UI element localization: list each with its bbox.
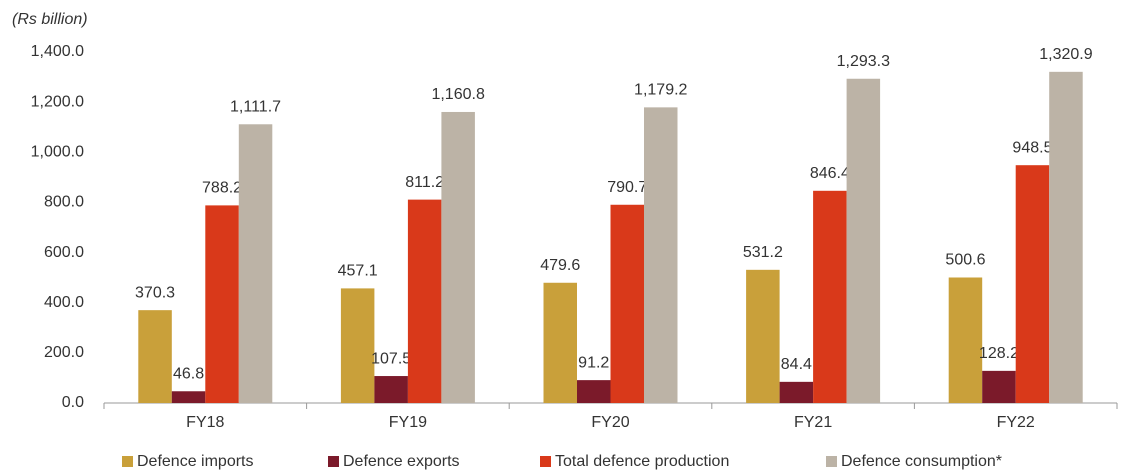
bar <box>779 381 814 403</box>
y-tick-label: 0.0 <box>62 394 84 411</box>
bar <box>340 288 375 403</box>
x-tick-label: FY20 <box>591 414 629 431</box>
data-label: 128.2 <box>979 345 1019 362</box>
data-label: 46.8 <box>173 365 204 382</box>
x-tick-label: FY21 <box>794 414 832 431</box>
legend-swatch <box>328 456 339 467</box>
data-label: 531.2 <box>743 244 783 261</box>
data-label: 1,160.8 <box>431 86 484 103</box>
legend-swatch <box>540 456 551 467</box>
bar <box>577 380 611 403</box>
bar <box>374 376 408 403</box>
x-tick-label: FY18 <box>186 414 224 431</box>
data-label: 790.7 <box>607 179 647 196</box>
data-label: 1,111.7 <box>230 98 281 115</box>
bar <box>644 107 678 403</box>
bar <box>543 282 577 403</box>
bar <box>407 199 442 403</box>
data-label: 788.2 <box>202 180 242 197</box>
data-label: 457.1 <box>338 263 378 280</box>
data-label: 948.5 <box>1012 139 1052 156</box>
y-tick-label: 800.0 <box>44 194 84 211</box>
data-label: 500.6 <box>945 252 985 269</box>
y-tick-label: 400.0 <box>44 294 84 311</box>
legend-swatch <box>122 456 133 467</box>
bar <box>813 190 847 403</box>
data-label: 91.2 <box>578 354 609 371</box>
legend-label: Defence consumption* <box>841 453 1002 470</box>
bar <box>441 111 475 403</box>
bar <box>1015 165 1050 403</box>
x-tick-label: FY22 <box>997 414 1035 431</box>
bar <box>171 391 206 403</box>
y-axis-label: (Rs billion) <box>12 11 88 28</box>
data-label: 479.6 <box>540 257 580 274</box>
bar <box>138 310 172 403</box>
legend-label: Defence imports <box>137 453 254 470</box>
y-tick-label: 200.0 <box>44 344 84 361</box>
data-label: 370.3 <box>135 284 175 301</box>
bar <box>746 269 780 403</box>
y-tick-label: 600.0 <box>44 244 84 261</box>
x-tick-label: FY19 <box>389 414 427 431</box>
legend-swatch <box>826 456 837 467</box>
bar <box>1049 71 1083 404</box>
data-label: 1,320.9 <box>1039 46 1092 63</box>
data-label: 811.2 <box>405 174 444 191</box>
data-label: 1,179.2 <box>634 82 687 99</box>
bar <box>948 277 983 403</box>
y-tick-label: 1,000.0 <box>31 144 84 161</box>
bar <box>982 370 1016 403</box>
y-tick-label: 1,200.0 <box>31 93 84 110</box>
bar <box>846 78 881 403</box>
data-label: 846.4 <box>810 165 850 182</box>
bar <box>238 124 273 403</box>
bar <box>610 204 644 403</box>
legend-label: Total defence production <box>555 453 729 470</box>
data-label: 84.4 <box>781 356 812 373</box>
legend-label: Defence exports <box>343 453 460 470</box>
data-label: 1,293.3 <box>837 53 890 70</box>
data-label: 107.5 <box>371 350 411 367</box>
y-tick-label: 1,400.0 <box>31 43 84 60</box>
bar <box>205 205 239 403</box>
